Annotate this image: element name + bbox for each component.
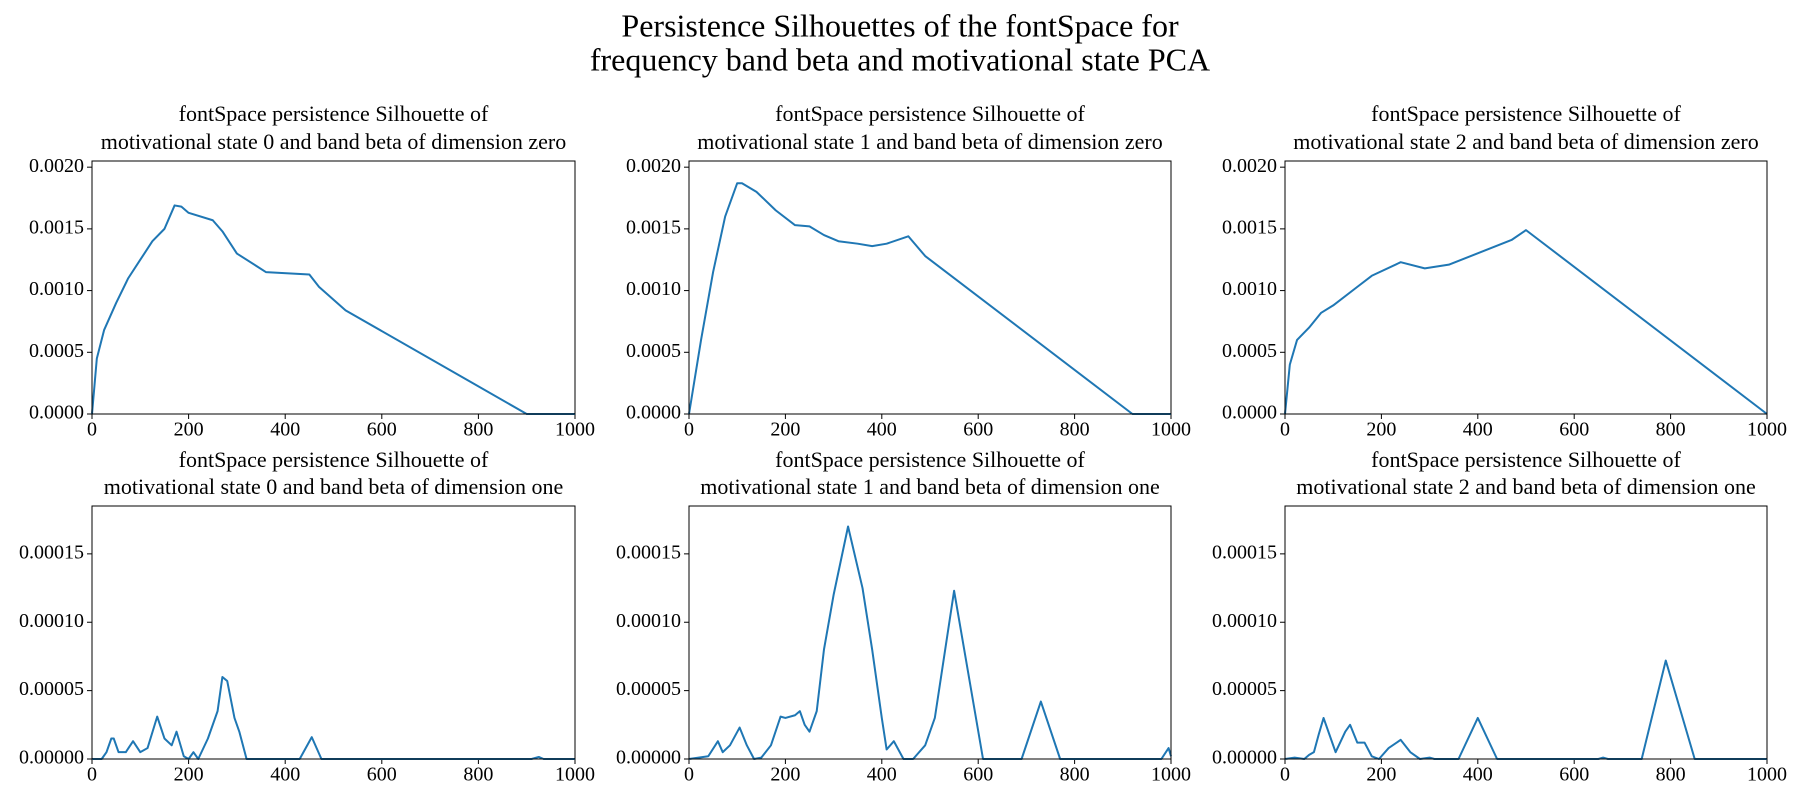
y-tick-label: 0.00000 bbox=[19, 747, 84, 769]
x-tick-label: 1000 bbox=[555, 419, 595, 441]
x-tick-label: 1000 bbox=[1151, 764, 1191, 786]
subplot-title: motivational state 1 and band beta of di… bbox=[700, 474, 1159, 499]
x-tick-label: 400 bbox=[1463, 764, 1493, 786]
x-tick-label: 800 bbox=[1656, 419, 1686, 441]
y-tick-label: 0.0015 bbox=[626, 216, 681, 238]
axes-frame bbox=[688, 160, 1172, 415]
x-tick-label: 200 bbox=[174, 764, 204, 786]
x-tick-label: 200 bbox=[770, 764, 800, 786]
y-tick-label: 0.0020 bbox=[29, 155, 84, 177]
subplot-title: fontSpace persistence Silhouette of bbox=[1371, 101, 1681, 126]
x-tick-label: 200 bbox=[1366, 419, 1396, 441]
y-tick-label: 0.00010 bbox=[1212, 610, 1277, 632]
y-tick-label: 0.00005 bbox=[19, 678, 84, 700]
y-tick-label: 0.0005 bbox=[29, 340, 84, 362]
x-tick-label: 1000 bbox=[1747, 419, 1787, 441]
x-tick-label: 0 bbox=[1280, 419, 1290, 441]
x-tick-label: 600 bbox=[963, 419, 993, 441]
axes-frame bbox=[1284, 160, 1768, 415]
x-tick-label: 400 bbox=[270, 764, 300, 786]
y-tick-label: 0.0005 bbox=[626, 340, 681, 362]
x-tick-label: 200 bbox=[1366, 764, 1396, 786]
x-tick-label: 200 bbox=[770, 419, 800, 441]
silhouette-line bbox=[91, 204, 575, 415]
subplot-title: fontSpace persistence Silhouette of bbox=[179, 447, 489, 472]
x-tick-label: 800 bbox=[1060, 764, 1090, 786]
y-tick-label: 0.0000 bbox=[1222, 402, 1277, 424]
x-tick-label: 800 bbox=[463, 419, 493, 441]
x-tick-label: 400 bbox=[867, 764, 897, 786]
axes-frame bbox=[91, 505, 576, 760]
figure-title: Persistence Silhouettes of the fontSpace… bbox=[621, 7, 1179, 43]
silhouette-line bbox=[92, 675, 575, 760]
y-tick-label: 0.0015 bbox=[29, 216, 84, 238]
x-tick-label: 600 bbox=[367, 764, 397, 786]
y-tick-label: 0.0010 bbox=[1222, 278, 1277, 300]
y-tick-label: 0.0015 bbox=[1222, 216, 1277, 238]
subplot-title: motivational state 0 and band beta of di… bbox=[101, 129, 567, 154]
subplot-title: fontSpace persistence Silhouette of bbox=[1371, 447, 1681, 472]
figure-title: frequency band beta and motivational sta… bbox=[590, 41, 1210, 77]
y-tick-label: 0.00000 bbox=[616, 747, 681, 769]
x-tick-label: 0 bbox=[684, 419, 694, 441]
silhouette-line bbox=[1284, 229, 1768, 415]
x-tick-label: 0 bbox=[87, 764, 97, 786]
y-tick-label: 0.0010 bbox=[626, 278, 681, 300]
y-tick-label: 0.00005 bbox=[616, 678, 681, 700]
y-tick-label: 0.0020 bbox=[626, 155, 681, 177]
subplot-title: motivational state 2 and band beta of di… bbox=[1296, 474, 1755, 499]
x-tick-label: 1000 bbox=[1151, 419, 1191, 441]
x-tick-label: 800 bbox=[1060, 419, 1090, 441]
axes-frame bbox=[688, 505, 1172, 760]
y-tick-label: 0.0000 bbox=[626, 402, 681, 424]
silhouette-line bbox=[1284, 659, 1767, 760]
x-tick-label: 1000 bbox=[1747, 764, 1787, 786]
x-tick-label: 600 bbox=[1559, 419, 1589, 441]
y-tick-label: 0.0000 bbox=[29, 402, 84, 424]
y-tick-label: 0.0010 bbox=[29, 278, 84, 300]
x-tick-label: 0 bbox=[684, 764, 694, 786]
x-tick-label: 400 bbox=[270, 419, 300, 441]
x-tick-label: 0 bbox=[1280, 764, 1290, 786]
x-tick-label: 400 bbox=[867, 419, 897, 441]
y-tick-label: 0.00015 bbox=[616, 541, 681, 563]
y-tick-label: 0.00015 bbox=[19, 541, 84, 563]
y-tick-label: 0.0005 bbox=[1222, 340, 1277, 362]
x-tick-label: 400 bbox=[1463, 419, 1493, 441]
x-tick-label: 1000 bbox=[555, 764, 595, 786]
x-tick-label: 0 bbox=[87, 419, 97, 441]
x-tick-label: 600 bbox=[1559, 764, 1589, 786]
axes-frame bbox=[1284, 505, 1768, 760]
x-tick-label: 800 bbox=[1656, 764, 1686, 786]
y-tick-label: 0.00010 bbox=[19, 610, 84, 632]
x-tick-label: 600 bbox=[367, 419, 397, 441]
subplot-title: motivational state 2 and band beta of di… bbox=[1293, 129, 1759, 154]
x-tick-label: 600 bbox=[963, 764, 993, 786]
y-tick-label: 0.00000 bbox=[1212, 747, 1277, 769]
subplot-title: fontSpace persistence Silhouette of bbox=[775, 447, 1085, 472]
y-tick-label: 0.0020 bbox=[1222, 155, 1277, 177]
subplot-title: fontSpace persistence Silhouette of bbox=[775, 101, 1085, 126]
x-tick-label: 200 bbox=[174, 419, 204, 441]
y-tick-label: 0.00010 bbox=[616, 610, 681, 632]
subplot-title: fontSpace persistence Silhouette of bbox=[179, 101, 489, 126]
x-tick-label: 800 bbox=[463, 764, 493, 786]
silhouette-line bbox=[688, 182, 1171, 415]
subplot-title: motivational state 1 and band beta of di… bbox=[697, 129, 1163, 154]
axes-frame bbox=[91, 160, 576, 415]
y-tick-label: 0.00005 bbox=[1212, 678, 1277, 700]
y-tick-label: 0.00015 bbox=[1212, 541, 1277, 563]
subplot-title: motivational state 0 and band beta of di… bbox=[104, 474, 563, 499]
